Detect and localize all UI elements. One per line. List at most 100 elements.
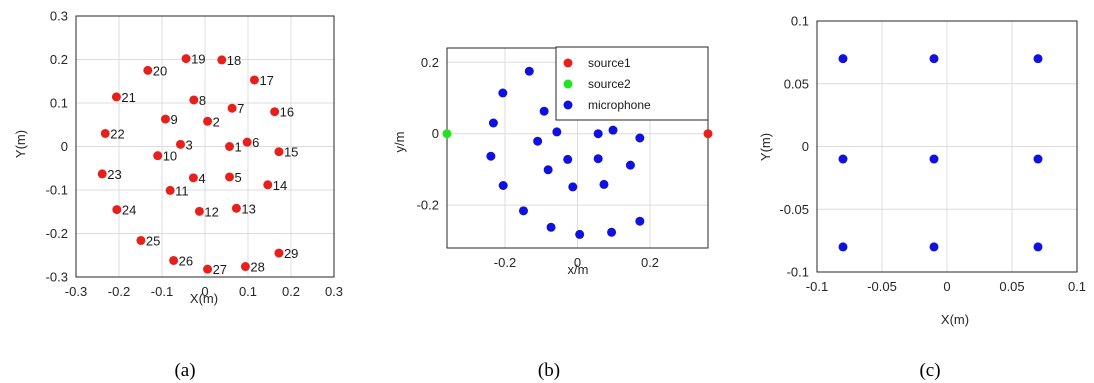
panel-a-point-25 — [136, 235, 146, 245]
panel-a-point-20 — [143, 65, 153, 75]
panel-a-point-24 — [112, 205, 122, 215]
panel-a-point-8 — [189, 95, 199, 105]
panel-c-ytick-label: -0.1 — [787, 265, 809, 280]
panel-a-ticks: -0.3 -0.2 -0.1 0 0.1 0.2 0.3 -0.3 -0.2 -0.1 0 0.1 0.… — [46, 9, 343, 300]
panel-a-point-29 — [274, 248, 284, 258]
panel-b-point-2-11 — [568, 182, 578, 192]
panel-b-point-2-8 — [539, 106, 549, 116]
panel-a-point-16 — [270, 107, 280, 117]
panel-a-point-label-18: 18 — [227, 53, 241, 68]
panel-a-point-label-8: 8 — [199, 93, 206, 108]
legend-box — [555, 46, 709, 121]
panel-c-xlabel: X(m) — [941, 312, 969, 327]
panel-a-point-label-16: 16 — [280, 105, 294, 120]
panel-a-point-label-3: 3 — [185, 137, 192, 152]
panel-b-point-2-0 — [593, 129, 603, 139]
panel-a-point-17 — [249, 75, 259, 85]
panel-c-point-0-6 — [838, 242, 848, 252]
panel-a-point-label-25: 25 — [146, 233, 160, 248]
panel-a-xtick-label: -0.2 — [108, 284, 130, 299]
panel-b-ylabel: y/m — [392, 132, 407, 153]
panel-b-point-2-26 — [575, 229, 585, 239]
panel-c-xtick-label: -0.1 — [806, 279, 828, 294]
panel-c-ytick-label: 0 — [802, 139, 809, 154]
panel-b-point-2-22 — [486, 151, 496, 161]
legend-label-microphone: microphone — [588, 98, 651, 112]
panel-a-ytick-label: 0.1 — [50, 96, 68, 111]
panel-c-ylabel: Y(m) — [758, 133, 773, 161]
panel-b-ytick-label: -0.2 — [417, 198, 439, 213]
panel-a-point-label-23: 23 — [107, 167, 121, 182]
panel-a-point-23 — [97, 169, 107, 179]
panel-a-xtick-label: 0.1 — [239, 284, 257, 299]
panel-c-ticks: -0.1 -0.05 0 0.05 0.1 -0.1 -0.05 0 0.05 0.1 — [779, 14, 1086, 295]
panel-c-ytick-label: 0.05 — [784, 76, 809, 91]
panel-a-point-label-28: 28 — [250, 260, 264, 275]
panel-a-axes-box — [75, 15, 335, 278]
panel-a-point-label-27: 27 — [213, 262, 227, 277]
panel-c-point-0-1 — [929, 54, 939, 64]
panel-a-point-label-12: 12 — [204, 204, 218, 219]
panel-c-ytick-label: 0.1 — [791, 14, 809, 29]
panel-a-point-5 — [225, 172, 235, 182]
panel-a-xlabel: X(m) — [190, 291, 218, 306]
panel-a-point-label-9: 9 — [170, 112, 177, 127]
panel-a-point-1 — [225, 142, 235, 151]
panel-b-ytick-label: 0.2 — [421, 55, 439, 70]
panel-a-point-27 — [203, 264, 213, 274]
panel-a-point-label-22: 22 — [110, 126, 124, 141]
panel-a-point-label-4: 4 — [198, 171, 205, 186]
panel-a-point-3 — [175, 139, 185, 149]
panel-b-ticks: -0.2 0 0.2 -0.2 0 0.2 — [417, 55, 659, 270]
panel-a-point-12 — [194, 206, 204, 216]
panel-a-xtick-label: -0.3 — [65, 284, 87, 299]
panel-a-point-label-19: 19 — [191, 52, 205, 67]
panel-b-point-2-5 — [608, 125, 618, 135]
panel-a-point-label-7: 7 — [237, 101, 244, 116]
panel-c-xtick-label: 0.05 — [999, 279, 1024, 294]
panel-c-xtick-label: 0.1 — [1068, 279, 1086, 294]
panel-c-xtick-label: -0.05 — [867, 279, 897, 294]
panel-a-point-label-15: 15 — [284, 145, 298, 160]
panel-a-ytick-label: -0.1 — [46, 183, 68, 198]
panel-a-point-label-24: 24 — [122, 203, 136, 218]
panel-c-caption: (c) — [919, 360, 940, 381]
panel-a-point-18 — [217, 55, 227, 65]
panel-b-xtick-label: 0.2 — [641, 255, 659, 270]
panel-a-point-label-10: 10 — [163, 149, 177, 164]
panel-a-point-26 — [169, 255, 179, 265]
panel-a-point-label-26: 26 — [179, 253, 193, 268]
panel-a-point-4 — [188, 173, 198, 183]
panel-a-point-label-5: 5 — [235, 170, 242, 185]
panel-b-point-2-21 — [488, 118, 498, 128]
panel-a-point-label-2: 2 — [213, 114, 220, 129]
panel-a-point-label-14: 14 — [273, 178, 287, 193]
panel-c-point-0-3 — [838, 154, 848, 164]
panel-b-legend: source1 source2 microphone — [555, 46, 709, 121]
panel-a-point-10 — [153, 151, 163, 161]
panel-c-ytick-label: -0.05 — [779, 202, 809, 217]
panel-c-grid — [816, 20, 1078, 273]
panel-b-point-2-19 — [524, 66, 534, 76]
panel-b-point-2-4 — [593, 154, 603, 164]
panel-a-point-19 — [181, 54, 191, 64]
panel-a-ytick-label: 0.2 — [50, 52, 68, 67]
panel-b-point-2-24 — [518, 206, 528, 216]
panel-c-xtick-label: 0 — [943, 279, 950, 294]
panel-a-point-9 — [160, 114, 170, 124]
panel-b-point-2-10 — [543, 165, 553, 175]
legend-marker-source1 — [563, 58, 573, 68]
panel-b-point-2-13 — [625, 160, 635, 170]
panel-b-point-2-9 — [533, 136, 543, 146]
panel-b-point-2-27 — [607, 227, 617, 237]
panel-b-xlabel: x/m — [568, 262, 589, 277]
panel-b-point-2-3 — [563, 154, 573, 164]
panel-c-point-0-2 — [1033, 54, 1043, 64]
panel-b-xtick-label: 0 — [574, 255, 581, 270]
panel-a-ylabel: Y(m) — [13, 130, 28, 158]
panel-c-axes-box — [816, 20, 1078, 273]
panel-a-point-13 — [231, 203, 241, 213]
